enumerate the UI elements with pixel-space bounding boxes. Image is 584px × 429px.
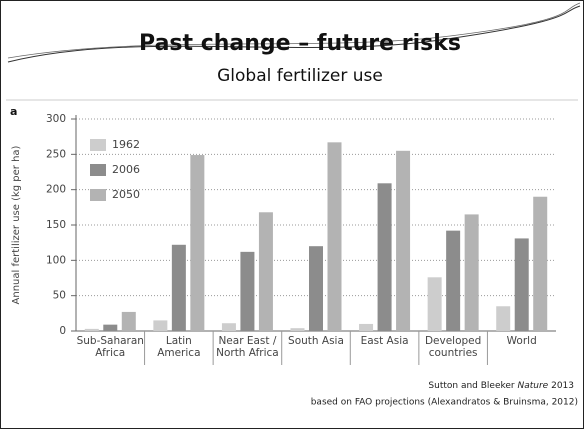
x-tick-label-box: Latin America	[157, 335, 201, 359]
bar	[290, 328, 305, 331]
source-authors: Sutton and Bleeker	[428, 381, 515, 391]
bar	[258, 212, 273, 331]
legend-swatch	[90, 164, 106, 176]
source-line2: based on FAO projections (Alexandratos &…	[311, 398, 578, 408]
y-tick-label: 0	[59, 325, 66, 337]
y-tick-label: 50	[53, 290, 66, 302]
bar	[514, 238, 529, 331]
legend-label: 1962	[112, 138, 140, 151]
x-tick-label-box: South Asia	[288, 335, 344, 347]
bar	[533, 196, 548, 331]
bar	[103, 324, 118, 331]
x-tick-label: East Asia	[360, 335, 409, 347]
bar	[377, 183, 392, 331]
x-tick-label-box: Developed countries	[424, 335, 482, 359]
y-tick-label: 100	[46, 254, 66, 266]
bar	[221, 323, 236, 331]
legend-swatch	[90, 139, 106, 151]
source-journal: Nature	[518, 381, 549, 391]
x-tick-label-box: Sub-Saharan Africa	[76, 335, 144, 359]
legend-swatch	[90, 189, 106, 201]
bar	[240, 251, 255, 331]
y-tick-label: 150	[46, 219, 66, 231]
bar	[327, 142, 342, 331]
y-tick-label: 300	[46, 113, 66, 125]
x-tick-label: World	[506, 335, 537, 347]
source-line1: Sutton and Bleeker Nature 2013	[428, 381, 574, 391]
bar	[359, 323, 374, 331]
bar	[464, 214, 479, 331]
x-tick-label: Near East / North Africa	[216, 335, 279, 359]
slide-title: Past change – future risks	[139, 31, 461, 56]
x-tick-label-box: East Asia	[360, 335, 409, 347]
x-tick-label-box: Near East / North Africa	[216, 335, 279, 359]
panel-label: a	[10, 105, 17, 118]
x-tick-label-box: World	[506, 335, 537, 347]
bar	[396, 150, 411, 331]
bar	[309, 246, 323, 331]
decor-curve	[7, 5, 581, 63]
bar	[121, 311, 136, 331]
legend-label: 2050	[112, 188, 140, 201]
y-axis-label: Annual fertilizer use (kg per ha)	[11, 145, 22, 304]
bar	[190, 155, 205, 331]
bar	[153, 320, 168, 331]
x-tick-label: Developed countries	[424, 335, 482, 359]
x-tick-label: Sub-Saharan Africa	[76, 335, 144, 359]
bar	[171, 244, 186, 331]
bar	[446, 230, 461, 331]
x-tick-label: Latin America	[157, 335, 201, 359]
decor-curve	[7, 2, 581, 59]
legend-label: 2006	[112, 163, 140, 176]
y-tick-label: 200	[46, 184, 66, 196]
bar	[496, 306, 511, 331]
slide-subtitle: Global fertilizer use	[217, 66, 383, 86]
y-tick-label: 250	[46, 148, 66, 160]
x-tick-label: South Asia	[288, 335, 344, 347]
bar	[427, 277, 442, 331]
source-year: 2013	[551, 381, 574, 391]
bar	[84, 328, 99, 331]
